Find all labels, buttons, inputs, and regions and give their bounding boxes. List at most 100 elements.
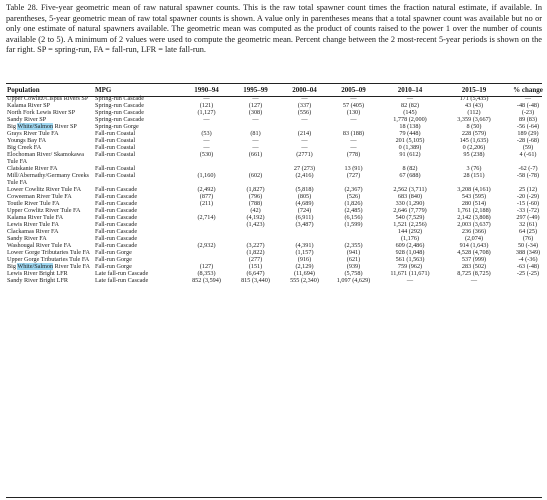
count-cell: (1,826) bbox=[344, 200, 363, 207]
count-cell: 3 (76) bbox=[466, 165, 482, 172]
count-cell: 79 (448) bbox=[399, 130, 421, 137]
percent-change-cell: — bbox=[524, 95, 532, 102]
count-cell: 4,528 (4,708) bbox=[457, 249, 491, 256]
count-cell: (1,423) bbox=[246, 221, 265, 228]
mpg-cell: Fall-run Cascade bbox=[95, 242, 138, 249]
count-cell: 609 (2,486) bbox=[395, 242, 425, 249]
count-cell: (81) bbox=[250, 130, 261, 137]
count-cell bbox=[231, 228, 280, 235]
count-cell: — bbox=[406, 95, 414, 102]
count-cell: (4,192) bbox=[246, 214, 265, 221]
mpg-cell: Spring-run Cascade bbox=[95, 109, 144, 116]
count-cell: — bbox=[350, 116, 357, 123]
count-cell: — bbox=[203, 116, 210, 123]
count-cell bbox=[280, 235, 329, 242]
table-row: Lower Gorge Tributaries Tule FA Fall-run … bbox=[6, 249, 547, 256]
mpg-cell: Fall-run Gorge bbox=[95, 249, 132, 256]
count-cell: — bbox=[252, 137, 259, 144]
count-cell: (941) bbox=[346, 249, 361, 256]
mpg-cell: Fall-run Cascade bbox=[95, 186, 138, 193]
count-cell: (277) bbox=[248, 256, 263, 263]
population-cell: Clatskanie River FA bbox=[7, 165, 58, 172]
percent-change-cell: 189 (29) bbox=[517, 130, 539, 137]
count-cell: 1,778 (2,000) bbox=[393, 116, 427, 123]
count-cell: (602) bbox=[248, 172, 263, 179]
count-cell: 2,562 (3,711) bbox=[393, 186, 427, 193]
percent-change-cell: -62 (-7) bbox=[518, 165, 538, 172]
count-cell: (6,911) bbox=[295, 214, 314, 221]
count-cell: (2,129) bbox=[295, 263, 314, 270]
count-cell: 67 (688) bbox=[399, 172, 421, 179]
count-cell: 280 (514) bbox=[461, 200, 487, 207]
count-cell: — bbox=[203, 144, 210, 151]
count-cell: 8 (82) bbox=[402, 165, 418, 172]
column-header: 2000–04 bbox=[292, 86, 317, 94]
column-header: 1995–99 bbox=[243, 86, 268, 94]
count-cell: — bbox=[252, 144, 259, 151]
population-cell: Grays River Tule FA bbox=[7, 130, 59, 137]
percent-change-cell: 388 (349) bbox=[515, 249, 541, 256]
count-cell bbox=[280, 123, 329, 130]
count-cell: (6,156) bbox=[344, 214, 363, 221]
table-row: Kalama River Tule FA Fall-run Cascade (2,7… bbox=[6, 214, 547, 221]
percent-change-cell: -63 (-48) bbox=[516, 263, 540, 270]
search-highlight: White/Salmon bbox=[17, 263, 54, 270]
count-cell: (2,355) bbox=[344, 242, 363, 249]
count-cell: (3,487) bbox=[295, 221, 314, 228]
count-cell: 914 (1,643) bbox=[459, 242, 489, 249]
population-cell: Kalama River SP bbox=[7, 102, 50, 109]
count-cell: 2,003 (3,637) bbox=[457, 221, 491, 228]
table-row: Mill/Abernathy/Germany Creeks Tule FA Fal… bbox=[6, 172, 547, 186]
count-cell: (788) bbox=[248, 200, 263, 207]
count-cell bbox=[182, 165, 231, 172]
percent-change-cell: 89 (83) bbox=[518, 116, 538, 123]
table-row: Elochoman River/ Skamokawa Tule FA Fall-r… bbox=[6, 151, 547, 165]
percent-change-cell: 32 (61) bbox=[518, 221, 538, 228]
population-cell: Sandy River FA bbox=[7, 235, 47, 242]
mpg-cell: Spring-run Gorge bbox=[95, 123, 139, 130]
count-cell: — bbox=[203, 95, 210, 102]
count-cell: (556) bbox=[297, 109, 312, 116]
count-cell: 683 (840) bbox=[397, 193, 423, 200]
table-row: Lower Cowlitz River Tule FA Fall-run Casc… bbox=[6, 186, 547, 193]
count-cell: — bbox=[406, 277, 414, 284]
count-cell: (5,758) bbox=[344, 270, 363, 277]
count-cell: 11,671 (11,671) bbox=[390, 270, 430, 277]
mpg-cell: Fall-run Cascade bbox=[95, 193, 138, 200]
count-cell: (308) bbox=[248, 109, 263, 116]
population-cell: Lewis River Bright LFR bbox=[7, 270, 68, 277]
population-name-suffix: River Tule FA bbox=[53, 263, 90, 270]
population-cell: Washougal River Tule FA bbox=[7, 242, 72, 249]
count-cell: (778) bbox=[346, 151, 361, 158]
count-cell: (2,932) bbox=[197, 242, 216, 249]
count-cell: 815 (3,440) bbox=[241, 277, 270, 284]
population-cell: Youngs Bay FA bbox=[7, 137, 47, 144]
column-header: 2015–19 bbox=[461, 86, 487, 94]
table-row: Sandy River Bright LFR Late fall-run Casc… bbox=[6, 277, 547, 284]
count-cell: (127) bbox=[248, 102, 263, 109]
count-cell: (1,157) bbox=[295, 249, 314, 256]
population-cell: North Fork Lewis River SP bbox=[7, 109, 76, 116]
table-row: Grays River Tule FA Fall-run Coastal (53) (… bbox=[6, 130, 547, 137]
count-cell: (112) bbox=[467, 109, 481, 116]
count-cell: (337) bbox=[297, 102, 312, 109]
count-cell: (2771) bbox=[296, 151, 313, 158]
count-cell: (1,599) bbox=[344, 221, 363, 228]
column-header: 2005–09 bbox=[341, 86, 366, 94]
count-cell bbox=[329, 235, 378, 242]
mpg-cell: Spring-run Cascade bbox=[95, 116, 144, 123]
column-header: MPG bbox=[95, 86, 112, 94]
count-cell: 8,725 (8,725) bbox=[457, 270, 491, 277]
percent-change-cell: -56 (-64) bbox=[516, 123, 540, 130]
percent-change-cell: -28 (-68) bbox=[516, 137, 540, 144]
population-cell: Lower Cowlitz River Tule FA bbox=[7, 186, 82, 193]
table-row: Sandy River SP Spring-run Cascade — — — — 1,77… bbox=[6, 116, 547, 123]
count-cell: 28 (151) bbox=[463, 172, 485, 179]
table-row: Big Creek FA Fall-run Coastal — — — — 0 (1,389… bbox=[6, 144, 547, 151]
population-cell: Lewis River Tule FA bbox=[7, 221, 59, 228]
count-cell: — bbox=[203, 137, 210, 144]
count-cell: 27 (273) bbox=[293, 165, 316, 172]
count-cell bbox=[182, 207, 231, 214]
count-cell: (2,485) bbox=[344, 207, 363, 214]
count-cell: 2,646 (7,779) bbox=[393, 207, 427, 214]
